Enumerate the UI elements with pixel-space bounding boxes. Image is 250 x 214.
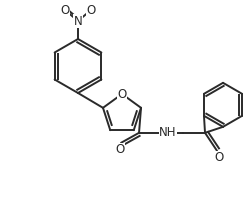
Text: O: O	[60, 3, 70, 16]
Text: O: O	[116, 143, 125, 156]
Text: N: N	[74, 15, 82, 28]
Text: O: O	[86, 3, 96, 16]
Text: O: O	[214, 151, 224, 164]
Text: NH: NH	[159, 126, 177, 139]
Text: O: O	[118, 88, 127, 101]
